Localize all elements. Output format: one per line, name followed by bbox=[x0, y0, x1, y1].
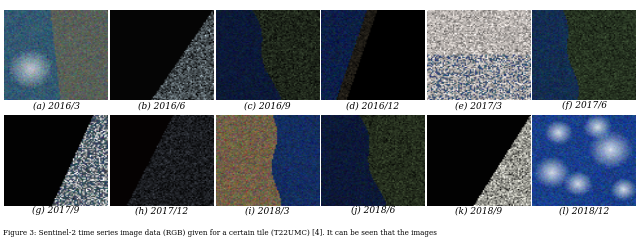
Text: (i) 2018/3: (i) 2018/3 bbox=[245, 206, 289, 215]
Text: (f) 2017/6: (f) 2017/6 bbox=[561, 101, 607, 110]
Text: (l) 2018/12: (l) 2018/12 bbox=[559, 206, 609, 215]
Text: (a) 2016/3: (a) 2016/3 bbox=[33, 101, 79, 110]
Text: Figure 3: Sentinel-2 time series image data (RGB) given for a certain tile (T22U: Figure 3: Sentinel-2 time series image d… bbox=[3, 229, 437, 237]
Text: (k) 2018/9: (k) 2018/9 bbox=[455, 206, 502, 215]
Text: (d) 2016/12: (d) 2016/12 bbox=[346, 101, 399, 110]
Text: (c) 2016/9: (c) 2016/9 bbox=[244, 101, 291, 110]
Text: (j) 2018/6: (j) 2018/6 bbox=[351, 206, 395, 215]
Text: (b) 2016/6: (b) 2016/6 bbox=[138, 101, 186, 110]
Text: (h) 2017/12: (h) 2017/12 bbox=[135, 206, 188, 215]
Text: (g) 2017/9: (g) 2017/9 bbox=[32, 206, 80, 215]
Text: (e) 2017/3: (e) 2017/3 bbox=[455, 101, 502, 110]
